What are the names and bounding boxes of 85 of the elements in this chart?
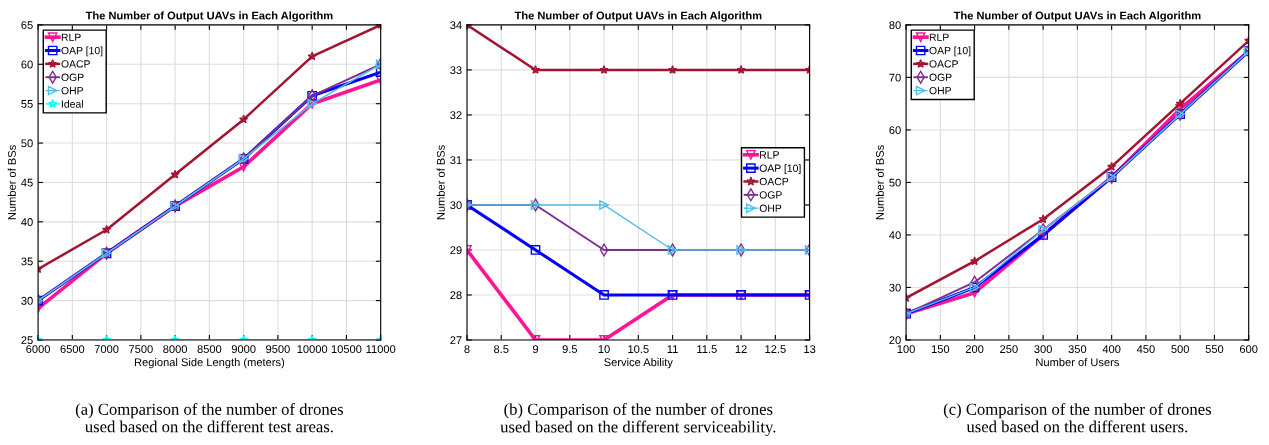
y-tick-label: 35 [21, 257, 33, 266]
legend-label: OACP [929, 60, 958, 68]
x-tick-label: 9500 [266, 345, 290, 353]
legend-label: RLP [929, 33, 949, 41]
x-axis-title: Regional Side Length (meters) [134, 357, 285, 369]
x-tick-label: 550 [1205, 345, 1224, 353]
x-tick-label: 150 [931, 345, 950, 353]
x-axis-title: Service Ability [604, 357, 673, 369]
x-tick-label: 450 [1136, 345, 1155, 353]
y-tick-label: 30 [450, 201, 462, 210]
x-tick-label: 8.5 [494, 345, 509, 353]
y-tick-label: 32 [450, 111, 462, 120]
chart-title: The Number of Output UAVs in Each Algorithm [514, 11, 762, 22]
x-tick-label: 6500 [60, 345, 85, 353]
y-axis-title: Number of BSs [875, 145, 884, 220]
legend-label: OHP [759, 204, 782, 212]
x-tick-label: 13 [804, 345, 816, 353]
legend-label: RLP [61, 33, 81, 41]
y-tick-label: 55 [21, 100, 33, 108]
x-tick-label: 600 [1239, 345, 1258, 353]
y-tick-label: 60 [889, 126, 901, 135]
y-tick-label: 31 [450, 156, 462, 165]
y-tick-label: 50 [889, 178, 901, 187]
x-tick-label: 11.5 [697, 345, 717, 353]
x-tick-label: 9000 [231, 345, 256, 353]
x-tick-label: 12 [735, 345, 747, 353]
x-tick-label: 10000 [297, 345, 328, 353]
x-tick-label: 8000 [163, 345, 188, 353]
x-tick-label: 400 [1102, 345, 1121, 353]
x-tick-label: 11000 [366, 345, 396, 353]
x-tick-label: 500 [1171, 345, 1190, 353]
y-tick-label: 65 [21, 21, 33, 30]
y-tick-label: 70 [889, 73, 901, 82]
y-tick-label: 45 [21, 178, 33, 187]
y-tick-label: 27 [450, 336, 462, 345]
text: (b) Comparison of the number of drones used based on the different serviceability. [500, 402, 776, 436]
y-tick-label: 30 [21, 296, 33, 305]
y-tick-label: 40 [889, 231, 901, 240]
x-tick-label: 6000 [26, 345, 50, 353]
legend-label: RLP [760, 151, 779, 159]
legend-label: Ideal [61, 100, 83, 108]
text: (a) Comparison of the number of drones used based on the different test areas. [75, 402, 344, 433]
legend-label: OAP [10] [61, 46, 103, 57]
x-tick-label: 9 [532, 345, 539, 353]
x-tick-label: 11 [667, 345, 678, 353]
x-tick-label: 10.5 [628, 345, 649, 353]
text: (c) Comparison of the number of drones used based on the different users. [943, 402, 1211, 433]
legend-label: OGP [929, 73, 952, 81]
y-tick-label: 30 [889, 283, 901, 292]
x-tick-label: 7000 [94, 345, 119, 353]
x-tick-label: 9.5 [562, 345, 578, 353]
y-tick-label: 20 [889, 336, 901, 345]
x-tick-label: 10 [598, 345, 610, 353]
y-tick-label: 33 [450, 66, 462, 75]
chart-title: The Number of Output UAVs in Each Algorithm [85, 11, 333, 22]
legend-label: OAP [10] [759, 164, 801, 174]
y-axis-title: Number of BSs [7, 145, 16, 220]
chart-title: The Number of Output UAVs in Each Algorithm [953, 11, 1201, 22]
y-tick-label: 29 [450, 246, 462, 255]
x-tick-label: 350 [1068, 345, 1087, 353]
y-tick-label: 40 [21, 218, 33, 226]
x-tick-label: 8500 [197, 345, 222, 353]
legend-label: OGP [61, 73, 84, 81]
x-tick-label: 250 [1000, 345, 1018, 353]
x-tick-label: 100 [897, 345, 915, 353]
x-tick-label: 300 [1034, 345, 1052, 353]
legend-label: OAP [10] [929, 46, 971, 57]
y-tick-label: 80 [889, 21, 901, 30]
y-tick-label: 25 [21, 336, 33, 345]
x-axis-title: Number of Users [1036, 357, 1119, 367]
legend-label: OACP [61, 60, 90, 68]
y-tick-label: 34 [450, 21, 462, 30]
legend-label: OHP [929, 86, 952, 95]
legend-label: OACP [759, 177, 789, 186]
y-axis-title: Number of BSs [436, 145, 445, 220]
x-tick-label: 7500 [129, 345, 153, 353]
x-tick-label: 10500 [331, 345, 362, 353]
legend-label: OHP [61, 86, 84, 95]
x-tick-label: 8 [464, 345, 470, 353]
x-tick-label: 200 [965, 345, 984, 353]
y-tick-label: 50 [21, 139, 33, 148]
x-tick-label: 12.5 [765, 345, 786, 353]
y-tick-label: 60 [21, 60, 33, 69]
y-tick-label: 28 [450, 291, 462, 300]
legend-label: OGP [759, 191, 782, 199]
